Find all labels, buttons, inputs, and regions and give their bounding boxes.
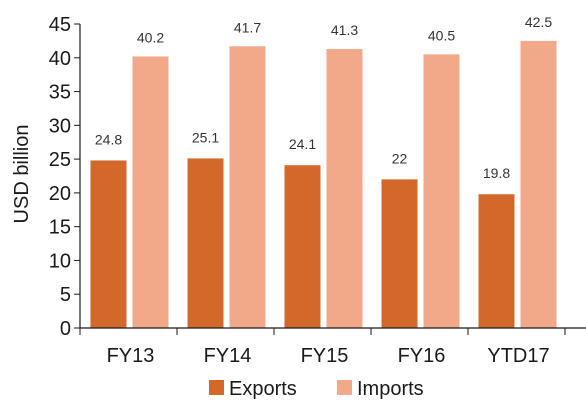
- data-label-imports-fy14: 41.7: [234, 19, 261, 35]
- y-tick-label: 25: [49, 149, 71, 171]
- legend-label-imports: Imports: [357, 378, 424, 400]
- x-tick-label: FY14: [204, 345, 252, 367]
- y-tick-label: 20: [49, 183, 71, 205]
- y-tick-label: 15: [49, 217, 71, 239]
- bar-imports-fy16: [423, 54, 460, 329]
- legend-swatch-imports: [337, 380, 352, 395]
- y-tick-label: 10: [49, 250, 71, 272]
- y-tick-label: 40: [49, 48, 71, 70]
- x-tick-label: FY15: [301, 345, 349, 367]
- data-labels: 24.8 40.2 25.1 41.7 24.1 41.3 22 40.5 19.8 42.5: [95, 14, 552, 181]
- bar-exports-fy13: [90, 160, 127, 328]
- y-tick-label: 5: [60, 284, 71, 306]
- y-axis-title-group: USD billion: [11, 125, 33, 224]
- bar-exports-fy14: [187, 158, 224, 328]
- bars: [90, 40, 557, 329]
- y-tick-label: 30: [49, 115, 71, 137]
- bar-imports-ytd17: [520, 40, 557, 329]
- data-label-exports-fy15: 24.1: [289, 136, 316, 152]
- data-label-imports-fy15: 41.3: [331, 22, 358, 38]
- bar-exports-fy15: [284, 165, 321, 328]
- y-tick-label: 35: [49, 82, 71, 104]
- y-tick-label: 0: [60, 318, 71, 340]
- legend-label-exports: Exports: [229, 378, 297, 400]
- data-label-exports-fy13: 24.8: [95, 131, 122, 147]
- axes: [79, 24, 586, 335]
- bar-exports-fy16: [381, 179, 418, 328]
- legend-swatch-exports: [209, 380, 224, 395]
- legend: Exports Imports: [209, 378, 424, 400]
- data-label-imports-fy16: 40.5: [428, 27, 455, 43]
- x-tick-label: FY16: [398, 345, 446, 367]
- data-label-imports-fy13: 40.2: [137, 29, 164, 45]
- y-axis-ticks: 0 5 10 15 20 25 30 35 40 45: [49, 14, 80, 340]
- x-axis-labels: FY13 FY14 FY15 FY16 YTD17: [107, 328, 566, 367]
- bar-imports-fy13: [132, 56, 169, 328]
- data-label-exports-fy14: 25.1: [192, 129, 219, 145]
- bar-imports-fy15: [326, 48, 363, 329]
- bar-imports-fy14: [229, 46, 266, 328]
- bar-exports-ytd17: [478, 194, 515, 328]
- data-label-exports-ytd17: 19.8: [483, 165, 510, 181]
- y-axis-title: USD billion: [11, 125, 33, 224]
- x-tick-label: YTD17: [487, 345, 549, 367]
- y-tick-label: 45: [49, 14, 71, 36]
- data-label-imports-ytd17: 42.5: [525, 14, 552, 30]
- x-tick-label: FY13: [107, 345, 155, 367]
- data-label-exports-fy16: 22: [392, 150, 408, 166]
